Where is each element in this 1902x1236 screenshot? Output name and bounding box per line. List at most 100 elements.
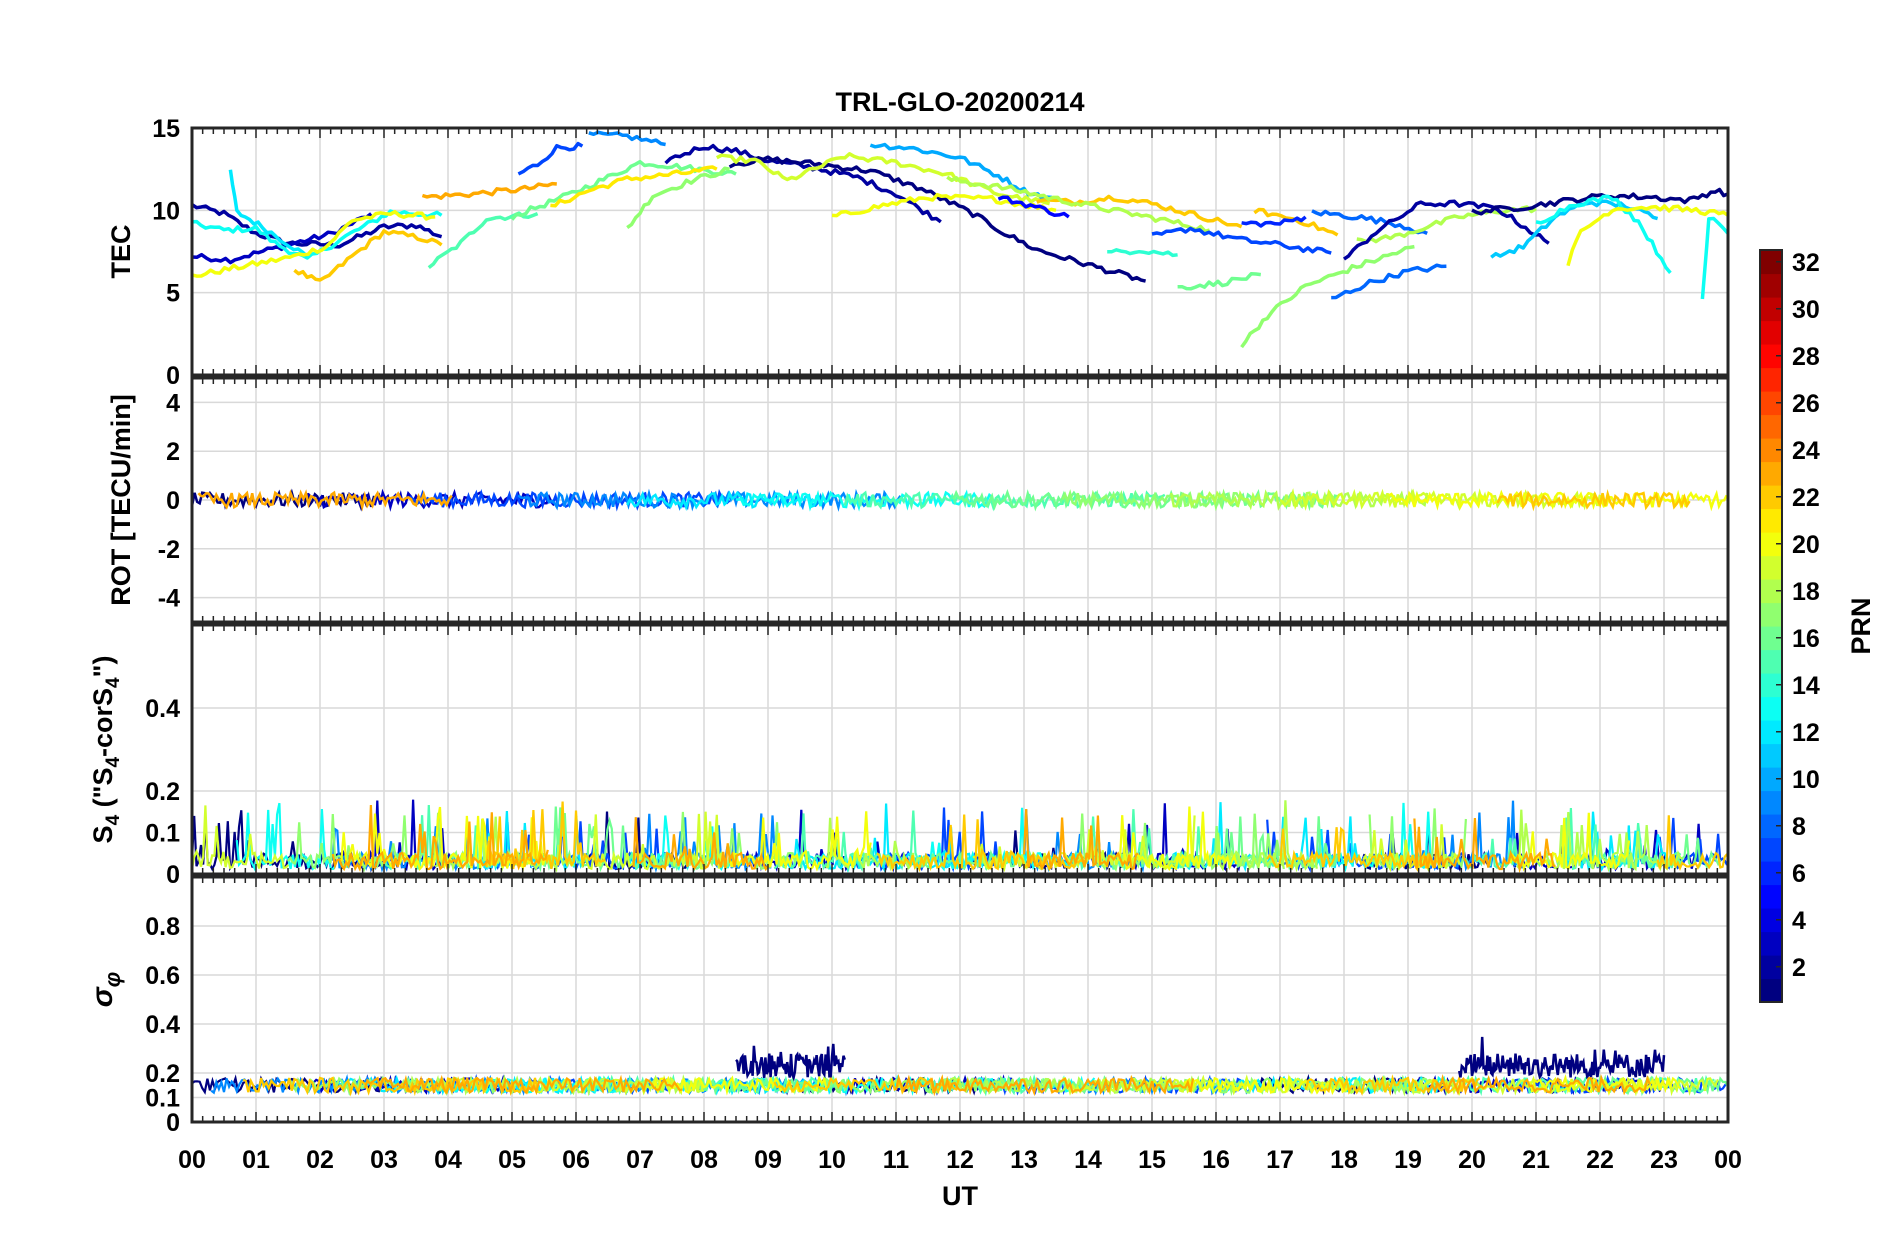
rot-y-tick-label: 4 (166, 389, 180, 417)
sigma-series-prn-20 (1528, 1073, 1682, 1096)
rot-data (192, 488, 1728, 512)
sigma-series-prn-23 (894, 1073, 1195, 1097)
colorbar-segment (1760, 626, 1782, 651)
x-tick-label: 02 (306, 1146, 334, 1174)
colorbar-segment (1760, 602, 1782, 627)
tec-y-tick-label: 10 (152, 197, 180, 225)
tec-track-prn-18 (1356, 205, 1537, 244)
label-main: σ (86, 986, 119, 1007)
label-subscript: 4 (103, 677, 124, 688)
colorbar-tick-label: 28 (1792, 343, 1820, 371)
s4-series-prn-18 (1214, 800, 1318, 873)
colorbar-segment (1760, 320, 1782, 345)
x-axis-label: UT (942, 1181, 978, 1211)
sigma-elevated-prn-1 (1457, 1036, 1666, 1080)
colorbar-tick-label: 20 (1792, 531, 1820, 559)
tec-y-tick-label: 0 (166, 362, 180, 390)
s4-series-prn-13 (235, 802, 337, 872)
tec-track-prn-13 (1700, 216, 1728, 300)
x-tick-label: 08 (690, 1146, 718, 1174)
colorbar-segment (1760, 955, 1782, 980)
colorbar-segment (1760, 485, 1782, 510)
x-tick-label: 14 (1074, 1146, 1102, 1174)
colorbar-tick-label: 30 (1792, 296, 1820, 324)
tec-track-prn-5 (997, 195, 1070, 219)
tec-track-prn-20 (192, 209, 436, 278)
tec-track-prn-14 (1107, 248, 1178, 258)
colorbar-tick-label: 14 (1792, 672, 1820, 700)
x-tick-label: 04 (434, 1146, 462, 1174)
tec-track-prn-17 (1240, 244, 1415, 349)
tec-track-prn-19 (715, 152, 1050, 206)
tec-track-prn-6 (1241, 215, 1307, 228)
colorbar-segment (1760, 250, 1782, 275)
colorbar-segment (1760, 367, 1782, 392)
sigma_phi-y-tick-label: 0.8 (145, 913, 180, 941)
tec-track-prn-2 (1343, 199, 1550, 261)
x-tick-label: 00 (178, 1146, 206, 1174)
x-tick-label: 07 (626, 1146, 654, 1174)
rot-series-prn-18 (1169, 488, 1429, 511)
s4-series-prn-15 (1464, 808, 1682, 871)
colorbar-label: PRN (1846, 597, 1876, 654)
tec-track-prn-9 (588, 130, 666, 147)
colorbar-tick-label: 32 (1792, 249, 1820, 277)
s4-series-prn-20 (338, 806, 547, 872)
sigma-series-prn-20 (651, 1074, 828, 1096)
colorbar-segment (1760, 414, 1782, 439)
x-tick-label: 19 (1394, 1146, 1422, 1174)
s4-data (192, 799, 1728, 874)
sigma-series-prn-23 (1427, 1073, 1651, 1096)
tec-grid (192, 127, 1728, 376)
tec-y-tick-label: 15 (152, 115, 180, 143)
colorbar-tick-label: 10 (1792, 766, 1820, 794)
x-tick-label: 15 (1138, 1146, 1166, 1174)
tec-track-prn-7 (517, 141, 584, 176)
x-tick-label: 23 (1650, 1146, 1678, 1174)
s4-y-tick-label: 0.1 (145, 820, 180, 848)
s4-series-prn-22 (1266, 826, 1439, 872)
colorbar-tick-label: 2 (1792, 954, 1806, 982)
tec-track-prn-2 (192, 203, 443, 249)
s4-series-prn-23 (1022, 808, 1139, 871)
tec-track-prn-8 (1311, 209, 1428, 236)
colorbar-segment (1760, 391, 1782, 416)
tec-x-ticks (191, 128, 1729, 375)
sigma_phi-y-tick-label: 0.1 (145, 1085, 180, 1113)
colorbar-segment (1760, 344, 1782, 369)
colorbar-tick-label: 16 (1792, 625, 1820, 653)
colorbar-segment (1760, 673, 1782, 698)
label-subscript: φ (100, 972, 125, 987)
x-tick-label: 12 (946, 1146, 974, 1174)
s4-series-prn-19 (581, 811, 723, 871)
tec-track-prn-22 (293, 229, 443, 282)
colorbar-tick-label: 18 (1792, 578, 1820, 606)
colorbar-segment (1760, 837, 1782, 862)
colorbar-tick-label: 6 (1792, 860, 1806, 888)
tec-track-prn-21 (550, 165, 718, 208)
x-tick-label: 03 (370, 1146, 398, 1174)
tec-track-prn-17 (626, 166, 730, 230)
label-part: ") (88, 656, 118, 678)
x-tick-label: 18 (1330, 1146, 1358, 1174)
colorbar-segment (1760, 978, 1782, 1003)
tec-track-prn-16 (510, 159, 737, 221)
s4-series-prn-23 (632, 817, 769, 872)
x-tick-label: 11 (883, 1146, 910, 1174)
sigma-elevated-prn-1 (735, 1043, 846, 1082)
sigma-y-axis-label: σφ (86, 972, 125, 1007)
chart-title: TRL-GLO-20200214 (835, 87, 1084, 117)
colorbar-segment (1760, 743, 1782, 768)
colorbar-segment (1760, 861, 1782, 886)
sigma_phi-y-tick-label: 0.6 (145, 962, 180, 990)
s4-y-tick-label: 0.4 (145, 695, 180, 723)
s4-y-axis-label: S4 ("S4-corS4") (88, 656, 124, 844)
sigma_phi-y-tick-label: 0.2 (145, 1060, 180, 1088)
rot-series-prn-20 (1388, 489, 1728, 512)
tec-track-prn-23 (421, 181, 557, 200)
tec-track-prn-1 (728, 155, 1146, 283)
tec-track-prn-20 (1566, 204, 1728, 267)
